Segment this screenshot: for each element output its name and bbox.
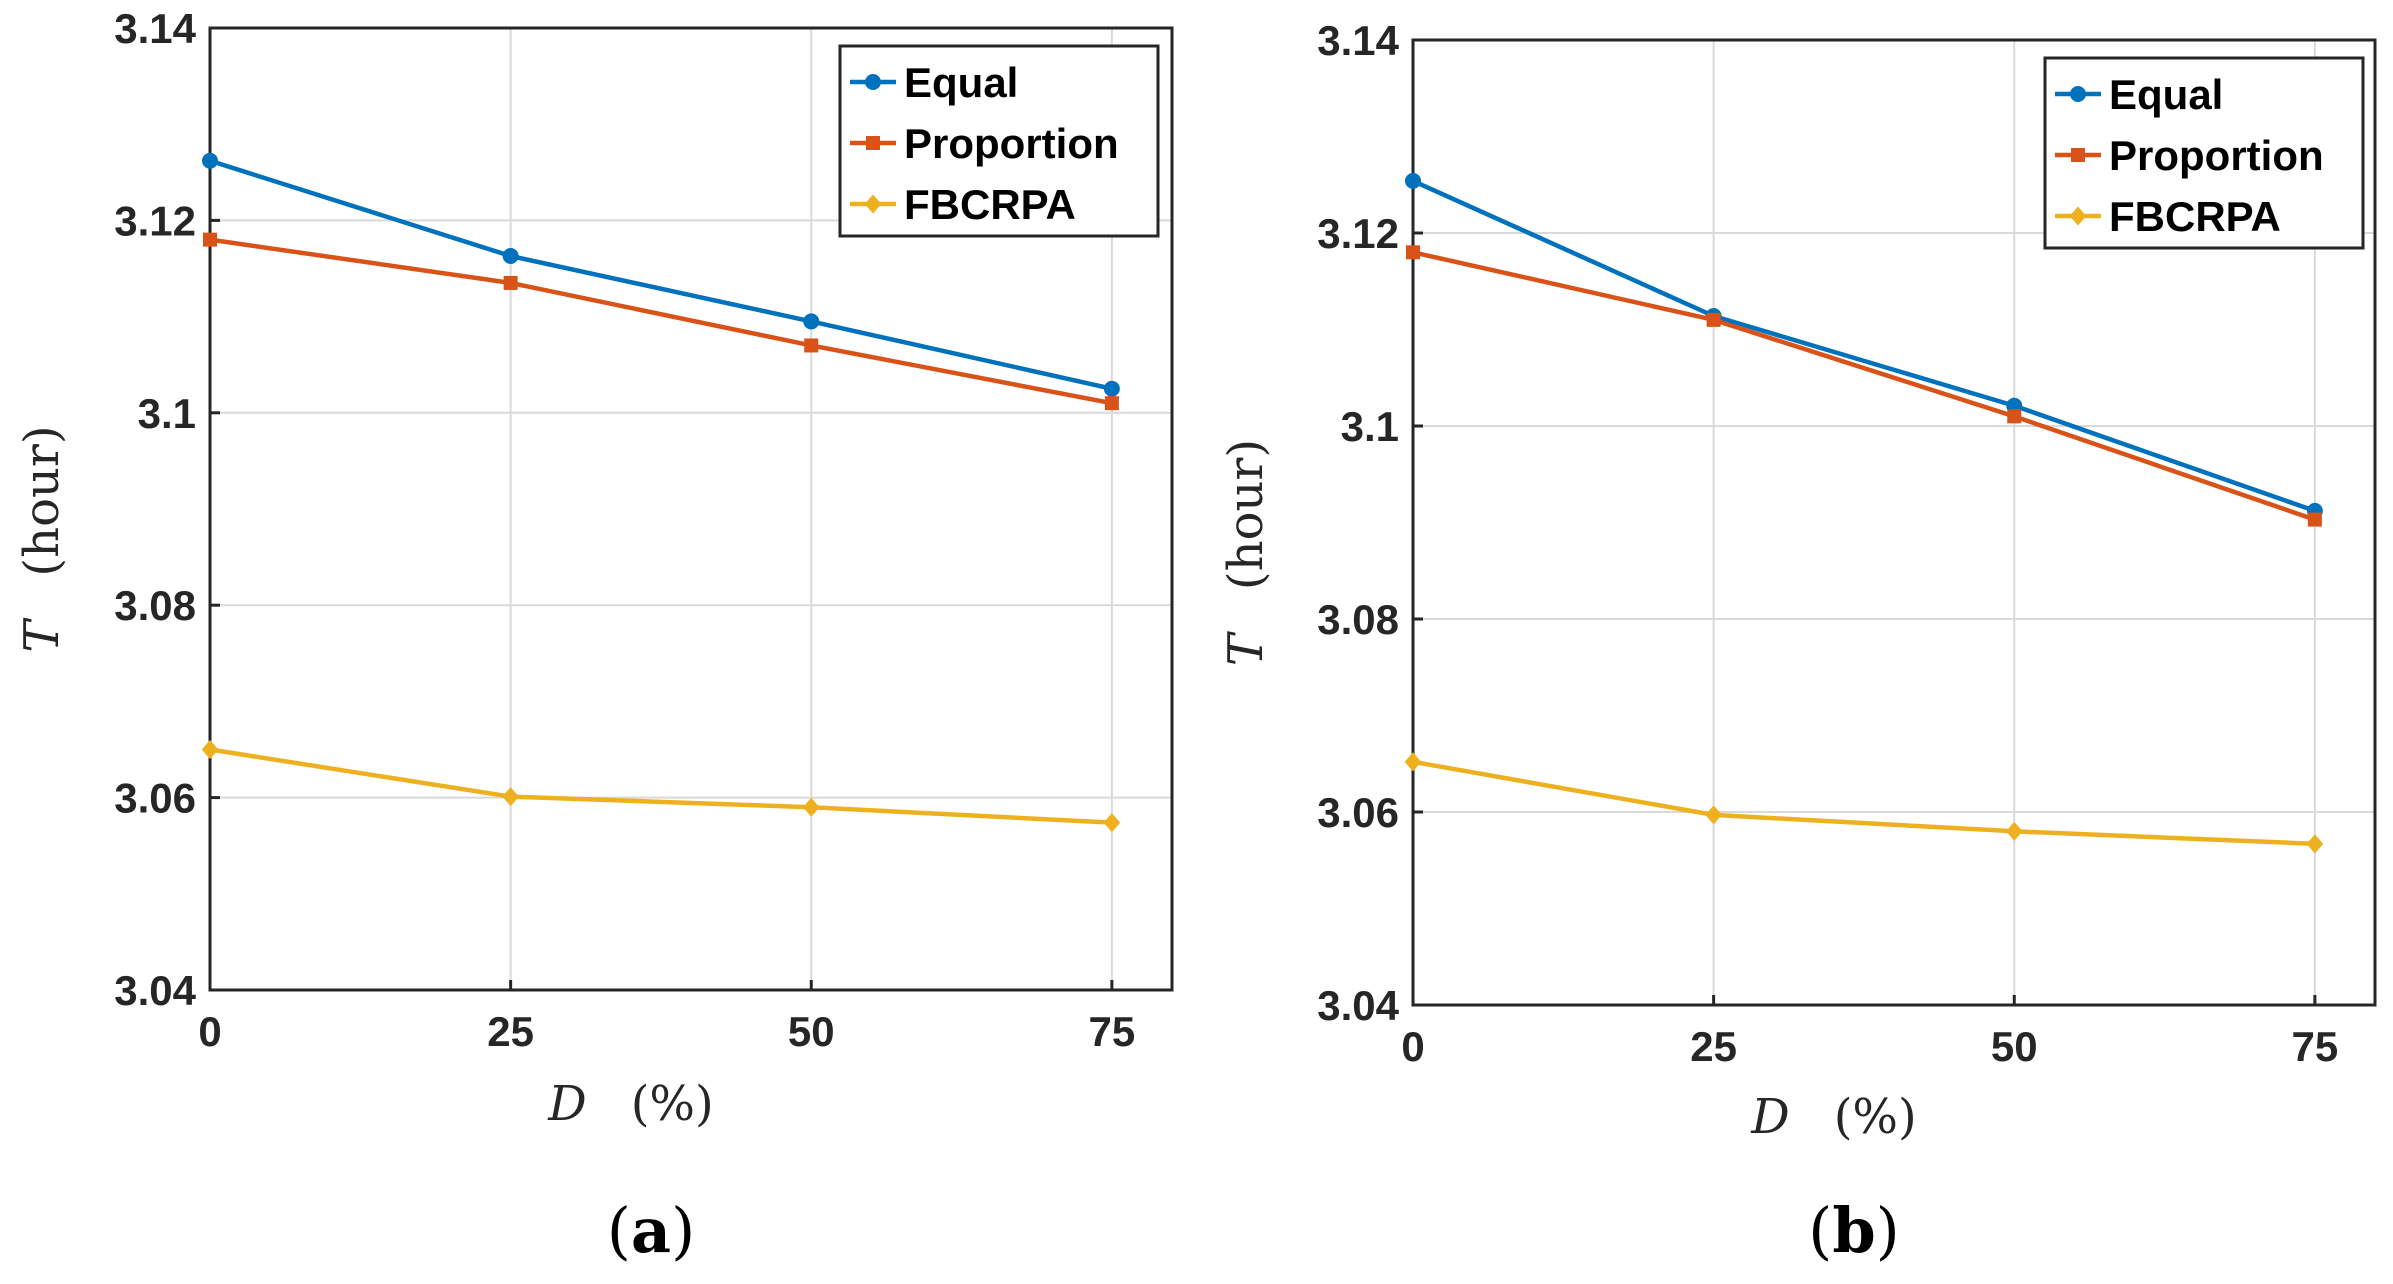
legend-label: Proportion [904,120,1119,167]
data-point [203,232,217,247]
legend-label: Equal [904,59,1018,106]
series-fbcrpa [201,739,1121,833]
y-tick-label: 3.14 [1317,17,1399,64]
legend-marker [2070,86,2086,102]
legend-label: FBCRPA [2109,193,2281,240]
data-point [201,739,219,760]
y-tick-label: 3.1 [138,390,196,437]
data-point [1705,805,1722,825]
subfigure-caption: (b) [1808,1194,1900,1267]
data-point [1405,172,1421,189]
y-tick-label: 3.06 [1317,789,1399,836]
data-point [503,275,518,290]
y-tick-label: 3.12 [1317,210,1399,257]
data-point [202,152,218,169]
legend-label: Proportion [2109,132,2324,179]
x-axis-label: D (%) [547,1076,714,1132]
series-line [1412,250,2316,522]
series-proportion [203,232,1119,411]
chart-b: 0 25 50 75 3.04 3.06 3.08 3.1 3.12 3.14 D (%) T(hour… [1218,17,2377,1267]
data-point [1706,312,1721,327]
data-point [1406,245,1420,260]
data-point [2306,834,2324,854]
x-tick-label: 0 [198,1008,221,1055]
y-tick-label: 3.04 [114,967,196,1014]
data-point [502,247,519,264]
data-point [1103,380,1120,397]
series-line [1412,759,2315,847]
y-tick-label: 3.08 [1317,596,1399,643]
x-tick-label: 50 [788,1008,835,1055]
y-axis-label: T(hour) [1218,439,1274,666]
legend-marker [865,74,881,90]
series-line [209,237,1113,406]
data-point [1404,752,1422,772]
legend: Equal Proportion FBCRPA [2043,56,2365,250]
data-point [1104,396,1119,411]
series-fbcrpa [1404,752,2324,854]
legend-label: FBCRPA [904,181,1076,228]
x-tick-label: 75 [2292,1023,2339,1070]
y-tick-label: 3.08 [114,582,196,629]
legend-marker [866,136,880,150]
series-line [209,158,1113,391]
x-tick-label: 25 [1690,1023,1737,1070]
legend-marker [2071,148,2085,162]
y-tick-label: 3.04 [1317,982,1399,1029]
plot-frame [208,26,1174,992]
data-point [1103,813,1121,833]
data-point [803,313,820,330]
legend: Equal Proportion FBCRPA [838,44,1160,238]
data-point [2007,409,2022,424]
data-point [802,797,820,817]
y-tick-label: 3.06 [114,775,196,822]
series-line [1412,178,2316,514]
chart-a: 0 25 50 75 3.04 3.06 3.08 3.1 3.12 3.14 D (%) T(hour… [14,5,1174,1267]
subfigure-caption: (a) [607,1194,696,1267]
legend-label: Equal [2109,71,2223,118]
legend-marker [864,194,882,214]
x-tick-label: 25 [487,1008,534,1055]
y-tick-label: 3.14 [114,5,196,52]
data-point [2005,821,2023,841]
data-point [804,338,819,353]
data-point [2307,512,2322,527]
x-tick-label: 0 [1401,1023,1424,1070]
y-tick-label: 3.1 [1341,403,1399,450]
y-axis-label: T(hour) [14,425,70,652]
legend-marker [2069,206,2087,226]
data-point [502,787,519,807]
y-tick-label: 3.12 [114,197,196,244]
plot-frame [1411,38,2377,1007]
series-equal [202,152,1120,397]
series-proportion [1406,245,2322,527]
x-axis-label: D (%) [1750,1089,1917,1145]
x-tick-label: 50 [1991,1023,2038,1070]
x-tick-label: 75 [1089,1008,1136,1055]
series-line [209,747,1112,825]
